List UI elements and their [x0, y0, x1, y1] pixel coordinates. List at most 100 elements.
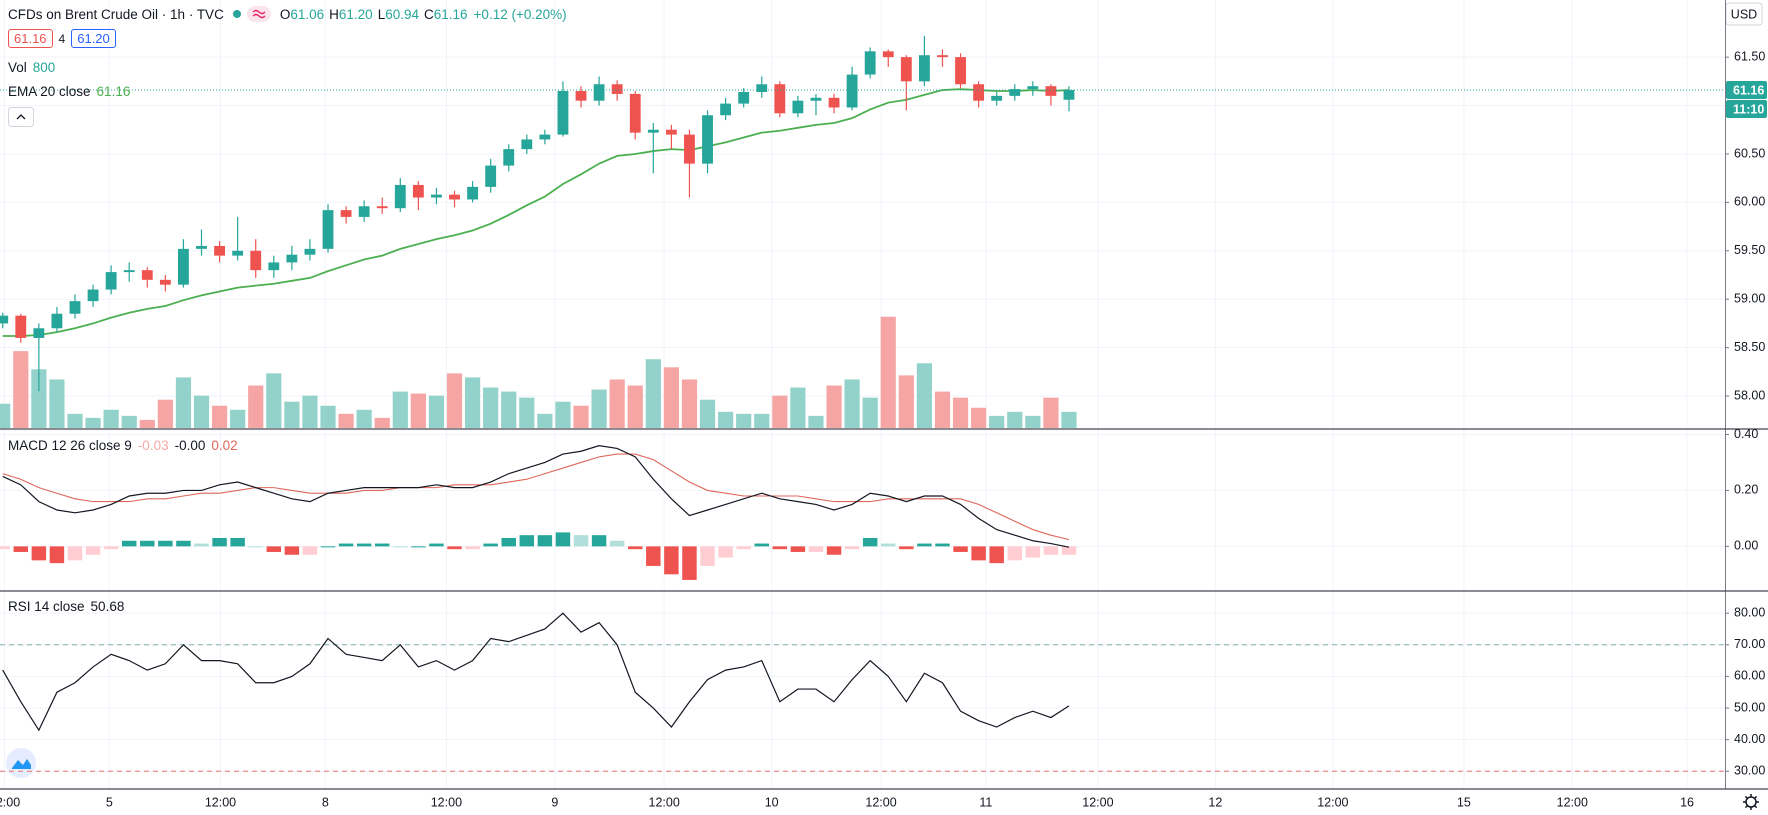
series-line — [2, 445, 1070, 548]
collapse-caret — [16, 114, 26, 120]
ohlc-item: O61.06 — [280, 7, 324, 22]
histogram-bar — [411, 546, 426, 548]
macd-signal-value: 0.02 — [211, 438, 238, 453]
ohlc-key: L — [377, 6, 386, 22]
ohlc-key: C — [424, 6, 434, 22]
series-line — [2, 612, 1070, 732]
rsi-value: 50.68 — [90, 599, 125, 614]
volume-bar — [772, 395, 788, 428]
histogram-bar — [772, 546, 788, 550]
histogram-bar — [555, 532, 571, 547]
x-tick-label: 15 — [1457, 795, 1471, 809]
candle-body — [159, 279, 171, 285]
histogram-bar — [248, 546, 263, 548]
volume-bar — [754, 413, 770, 428]
histogram-bar — [899, 546, 914, 550]
candle-body — [1063, 90, 1075, 100]
status-icons[interactable] — [230, 4, 274, 24]
volume-bar — [699, 399, 716, 428]
volume-bar — [0, 403, 11, 428]
candle-body — [774, 84, 786, 114]
x-tick-label: 12:00 — [1557, 795, 1588, 809]
volume-bar — [465, 377, 481, 428]
histogram-bar — [935, 543, 950, 547]
settings-icon[interactable] — [1743, 794, 1759, 810]
histogram-bar — [375, 543, 390, 547]
volume-bar — [85, 417, 101, 428]
histogram-bar — [1025, 546, 1041, 558]
y-tick-label: 0.00 — [1734, 539, 1758, 553]
candle-body — [882, 51, 894, 58]
candle-body — [467, 186, 479, 200]
candle-body — [828, 97, 840, 108]
candle-body — [539, 134, 551, 140]
candle-body — [973, 84, 985, 101]
volume-bar — [736, 413, 752, 428]
ohlc-item: C61.16 — [424, 7, 468, 22]
ohlc-value: 60.94 — [385, 6, 419, 22]
rsi-name: RSI 14 close — [8, 599, 85, 614]
currency: USD — [1731, 7, 1757, 21]
histogram-bar — [989, 546, 1004, 564]
ema-value: 61.16 — [96, 84, 131, 99]
x-tick-label: 12 — [1208, 795, 1222, 809]
y-tick-label: 30.00 — [1734, 764, 1765, 778]
ohlc-item: L60.94 — [378, 7, 419, 22]
candle-body — [665, 129, 677, 135]
y-tick-label: 58.50 — [1734, 340, 1765, 354]
candle-body — [105, 272, 117, 290]
ema-name: EMA 20 close — [8, 84, 91, 99]
y-tick-label: 60.50 — [1734, 146, 1765, 160]
candle-body — [575, 91, 587, 101]
histogram-bar — [501, 537, 516, 547]
histogram-bar — [176, 540, 191, 547]
volume-bar — [1061, 411, 1077, 428]
histogram-bar — [953, 546, 968, 552]
volume-bar — [916, 363, 932, 428]
ohlc-value: 61.16 — [433, 6, 468, 22]
spread: 4 — [58, 31, 66, 46]
volume-bar — [31, 369, 47, 428]
volume-bar — [790, 387, 806, 428]
volume-bar — [609, 379, 625, 428]
volume-bar — [248, 385, 264, 428]
y-tick-label: 61.50 — [1734, 49, 1765, 63]
volume-bar — [1007, 411, 1023, 428]
grid-layer — [0, 592, 1725, 789]
ohlc-values: O61.06 H61.20 L60.94 C61.16 — [280, 7, 468, 22]
candle-body — [611, 84, 623, 94]
volume-legend: Vol 800 — [8, 60, 55, 75]
volume-bar — [989, 415, 1005, 428]
histogram-bar — [140, 540, 155, 547]
ask[interactable]: 61.20 — [71, 29, 116, 48]
last-price-box — [1726, 81, 1767, 100]
countdown-label: 11:10 — [1733, 102, 1764, 116]
candle-body — [503, 149, 515, 166]
collapse-box — [8, 107, 34, 127]
histogram-bar — [284, 546, 300, 555]
tv-logo[interactable] — [6, 748, 36, 778]
histogram-bar — [67, 546, 83, 561]
marks-layer — [0, 445, 1077, 580]
volume-bar — [501, 391, 517, 428]
ohlc-key: H — [329, 6, 339, 22]
volume-bar — [230, 409, 246, 428]
collapse-button[interactable] — [8, 107, 34, 127]
histogram-bar — [121, 540, 137, 547]
y-tick-label: 60.00 — [1734, 669, 1765, 683]
candle-body — [738, 91, 750, 104]
histogram-bar — [103, 546, 119, 550]
bid[interactable]: 61.16 — [8, 29, 53, 48]
delay-wave — [252, 9, 266, 19]
y-tick-label: 40.00 — [1734, 732, 1765, 746]
histogram-bar — [573, 535, 589, 547]
histogram-bar — [1007, 546, 1022, 561]
histogram-bar — [519, 535, 535, 547]
volume-bar — [446, 373, 463, 428]
volume-bar — [627, 385, 643, 428]
series-line — [2, 88, 1070, 337]
delay-badge — [246, 6, 271, 22]
candle-body — [214, 245, 225, 256]
